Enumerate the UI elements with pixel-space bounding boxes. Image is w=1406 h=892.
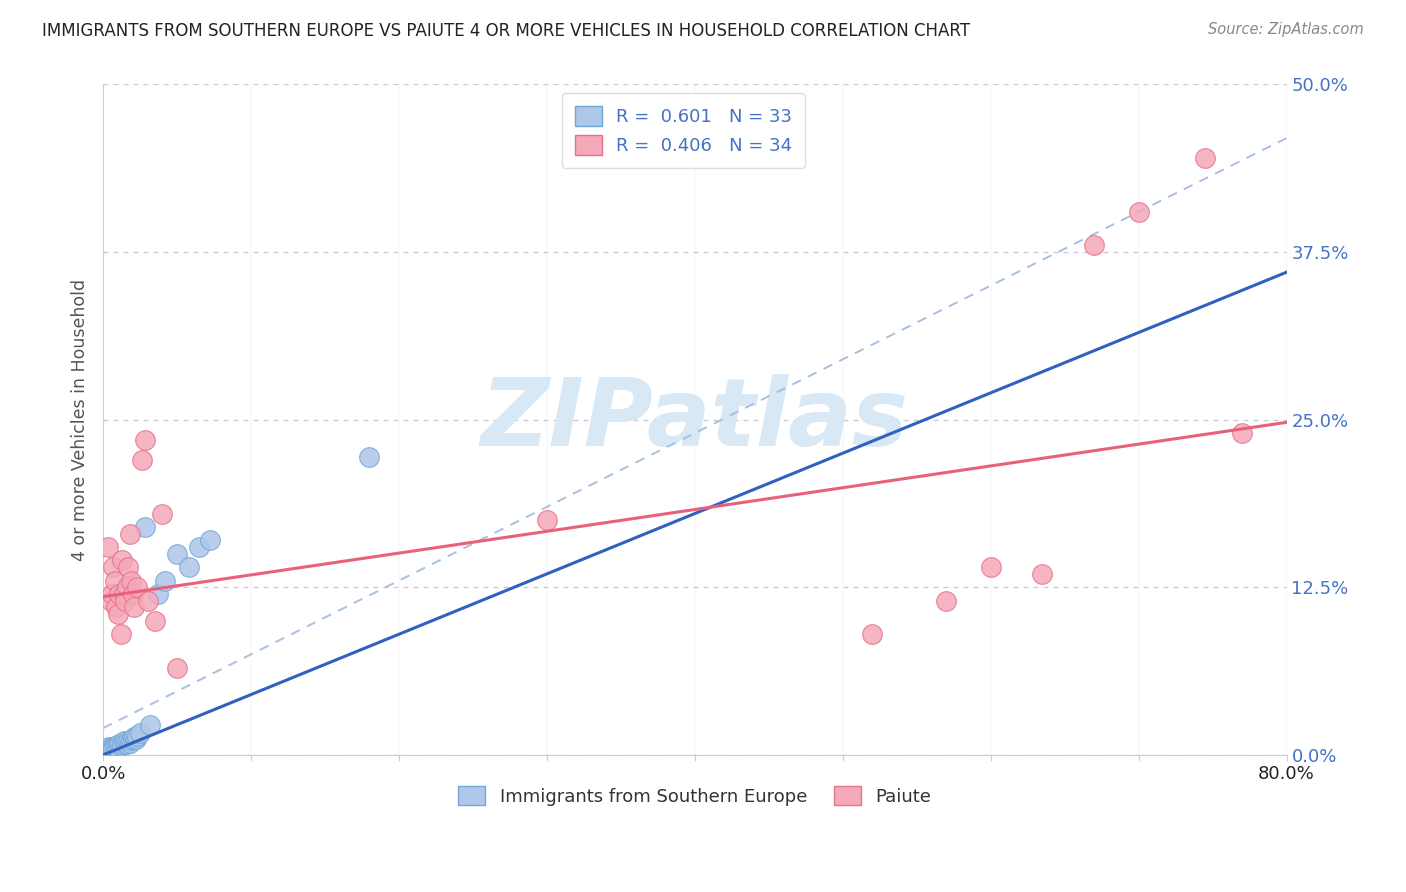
Point <box>166 661 188 675</box>
Point <box>97 540 120 554</box>
Point <box>98 739 121 754</box>
Point <box>120 574 142 588</box>
Point <box>1232 426 1254 441</box>
Point <box>100 593 122 607</box>
Point <box>110 627 132 641</box>
Point <box>104 574 127 588</box>
Point <box>112 734 135 748</box>
Point <box>110 739 132 753</box>
Point <box>108 737 131 751</box>
Point <box>112 587 135 601</box>
Text: Source: ZipAtlas.com: Source: ZipAtlas.com <box>1208 22 1364 37</box>
Point <box>117 734 139 748</box>
Y-axis label: 4 or more Vehicles in Household: 4 or more Vehicles in Household <box>72 278 89 561</box>
Point <box>127 729 149 743</box>
Point <box>107 607 129 621</box>
Point <box>120 733 142 747</box>
Point <box>166 547 188 561</box>
Point <box>115 580 138 594</box>
Point <box>94 742 117 756</box>
Point <box>103 741 125 756</box>
Point <box>101 739 124 754</box>
Point <box>124 731 146 746</box>
Point <box>97 741 120 756</box>
Point <box>129 726 152 740</box>
Point <box>536 513 558 527</box>
Point <box>100 742 122 756</box>
Point <box>134 520 156 534</box>
Point <box>107 741 129 756</box>
Point <box>155 574 177 588</box>
Point <box>131 453 153 467</box>
Point <box>107 739 129 753</box>
Point <box>122 600 145 615</box>
Point <box>177 560 200 574</box>
Point <box>104 739 127 753</box>
Point <box>139 718 162 732</box>
Point <box>103 560 125 574</box>
Point <box>150 507 173 521</box>
Point <box>114 593 136 607</box>
Point <box>111 553 134 567</box>
Point <box>108 587 131 601</box>
Text: ZIPatlas: ZIPatlas <box>481 374 908 466</box>
Point <box>127 580 149 594</box>
Point <box>1031 566 1053 581</box>
Point <box>1128 204 1150 219</box>
Point <box>198 533 221 548</box>
Point <box>101 587 124 601</box>
Point <box>1194 151 1216 165</box>
Point <box>134 433 156 447</box>
Point <box>111 737 134 751</box>
Point <box>121 731 143 746</box>
Point <box>115 737 138 751</box>
Point <box>118 736 141 750</box>
Point <box>1083 238 1105 252</box>
Point <box>105 600 128 615</box>
Legend: Immigrants from Southern Europe, Paiute: Immigrants from Southern Europe, Paiute <box>451 779 939 813</box>
Point <box>121 587 143 601</box>
Point <box>118 526 141 541</box>
Text: IMMIGRANTS FROM SOUTHERN EUROPE VS PAIUTE 4 OR MORE VEHICLES IN HOUSEHOLD CORREL: IMMIGRANTS FROM SOUTHERN EUROPE VS PAIUT… <box>42 22 970 40</box>
Point <box>359 450 381 465</box>
Point <box>143 614 166 628</box>
Point <box>136 593 159 607</box>
Point <box>188 540 211 554</box>
Point <box>860 627 883 641</box>
Point <box>105 739 128 754</box>
Point <box>146 587 169 601</box>
Point <box>114 736 136 750</box>
Point <box>122 731 145 745</box>
Point <box>117 560 139 574</box>
Point <box>935 593 957 607</box>
Point <box>980 560 1002 574</box>
